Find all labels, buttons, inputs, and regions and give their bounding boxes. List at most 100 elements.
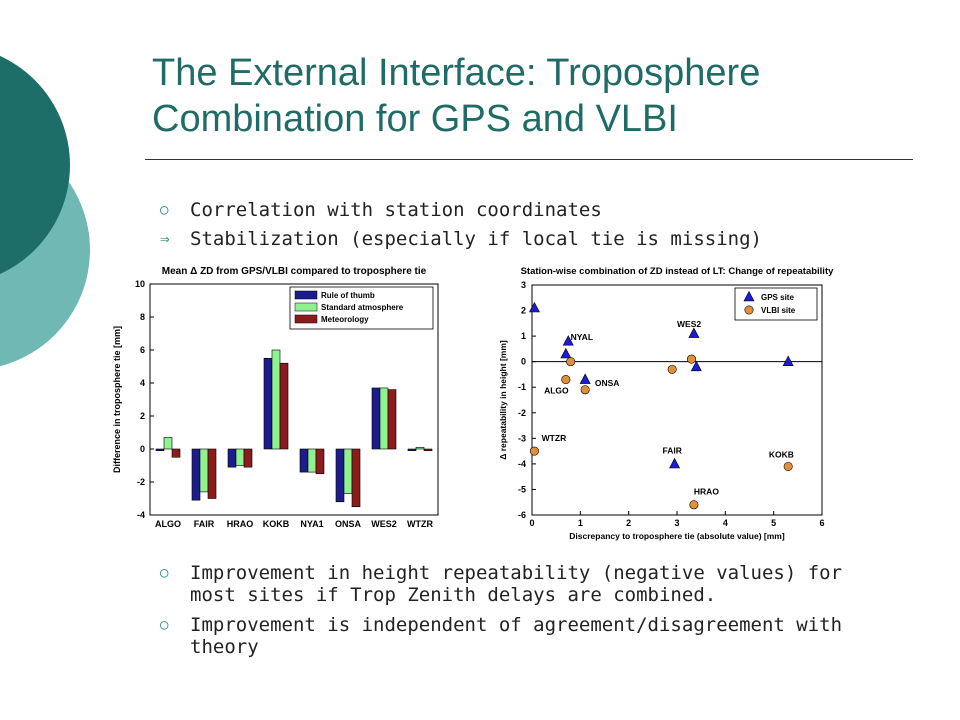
bar-category-label: WES2 — [371, 519, 397, 529]
bar — [235, 448, 245, 466]
bar-category-label: FAIR — [194, 519, 215, 529]
bullet-text: Correlation with station coordinates — [190, 199, 602, 221]
slide-title: The External Interface: Troposphere Comb… — [152, 52, 761, 140]
bar-y-tick-label: 6 — [140, 345, 145, 355]
scatter-y-tick-label: -4 — [518, 459, 526, 469]
gps-site-point — [579, 373, 591, 384]
bar — [279, 362, 289, 450]
scatter-y-tick-label: -1 — [518, 382, 526, 392]
bar-legend-swatch — [294, 302, 318, 312]
vlbi-site-point — [687, 354, 697, 364]
bar-y-tick-label: 4 — [140, 378, 145, 388]
bullet-improvement-height: ○ Improvement in height repeatability (n… — [160, 562, 860, 606]
bar-legend-label: Standard atmosphere — [321, 303, 404, 312]
bar — [271, 349, 281, 450]
bar — [191, 448, 201, 501]
bar-y-tick-label: 10 — [135, 279, 145, 289]
bar — [207, 448, 217, 499]
bar-y-tick-label: -4 — [137, 510, 145, 520]
scatter-y-axis-label: Δ repeatability in height [mm] — [498, 340, 508, 460]
hollow-bullet-icon: ○ — [160, 565, 169, 581]
legend-triangle-marker — [743, 290, 755, 302]
scatter-y-tick-label: 0 — [521, 357, 526, 367]
scatter-x-tick-label: 0 — [529, 518, 534, 528]
bar — [243, 448, 253, 468]
bar — [371, 387, 381, 450]
station-label: ONSA — [595, 378, 620, 388]
title-divider — [145, 159, 913, 160]
bar-legend-label: Meteorology — [321, 315, 369, 324]
bar-legend-swatch — [294, 290, 318, 300]
bar-legend-swatch — [294, 314, 318, 324]
vlbi-site-point — [783, 461, 793, 471]
bar-chart-title: Mean Δ ZD from GPS/VLBI compared to trop… — [162, 266, 427, 277]
bar — [379, 387, 389, 450]
hollow-bullet-icon: ○ — [160, 202, 169, 218]
gps-site-point — [688, 327, 700, 338]
station-label: NYAL — [571, 332, 593, 342]
bar — [387, 389, 397, 450]
bar — [315, 448, 325, 475]
vlbi-site-point — [689, 500, 699, 510]
vlbi-site-point — [566, 357, 576, 367]
bar-y-tick-label: 8 — [140, 312, 145, 322]
bar — [227, 448, 237, 468]
scatter-legend-label: VLBI site — [761, 306, 796, 315]
bar — [307, 448, 317, 473]
gps-site-point — [562, 335, 574, 346]
scatter-x-axis-label: Discrepancy to troposphere tie (absolute… — [569, 531, 785, 541]
bar-category-label: HRAO — [227, 519, 254, 529]
bar-chart: Mean Δ ZD from GPS/VLBI compared to trop… — [112, 266, 439, 529]
bar — [351, 448, 361, 508]
bar-y-tick-label: 0 — [140, 444, 145, 454]
scatter-chart: Station-wise combination of ZD instead o… — [498, 266, 835, 541]
station-label: WES2 — [677, 319, 701, 329]
bar — [171, 448, 181, 458]
bar — [163, 437, 173, 450]
bar — [155, 448, 165, 451]
bar-y-axis-label: Difference in troposphere tie [mm] — [112, 326, 122, 473]
bar-y-tick-label: 2 — [140, 411, 145, 421]
bullet-text: Improvement is independent of agreement/… — [190, 614, 843, 658]
bar — [199, 448, 209, 493]
bullet-improvement-independent: ○ Improvement is independent of agreemen… — [160, 614, 860, 658]
scatter-x-tick-label: 5 — [771, 518, 776, 528]
gps-site-point — [528, 301, 540, 313]
bar-category-label: WTZR — [407, 519, 433, 529]
bar-legend-label: Rule of thumb — [321, 291, 375, 300]
scatter-x-tick-label: 4 — [723, 518, 728, 528]
legend-circle-marker — [744, 305, 754, 315]
scatter-x-tick-label: 3 — [674, 518, 679, 528]
scatter-chart-title: Station-wise combination of ZD instead o… — [521, 266, 835, 277]
scatter-y-tick-label: -5 — [518, 484, 526, 494]
bullet-stabilization: ⇒ Stabilization (especially if local tie… — [160, 228, 860, 250]
scatter-y-tick-label: -6 — [518, 510, 526, 520]
bullet-correlation: ○ Correlation with station coordinates — [160, 199, 860, 221]
station-label: HRAO — [694, 487, 719, 497]
station-label: KOKB — [769, 450, 794, 460]
scatter-y-tick-label: 1 — [521, 331, 526, 341]
bar — [299, 448, 309, 473]
bar-category-label: ALGO — [155, 519, 181, 529]
gps-site-point — [782, 355, 794, 366]
decorative-circles — [0, 55, 90, 367]
bullet-text: Stabilization (especially if local tie i… — [190, 228, 762, 250]
vlbi-site-point — [580, 385, 590, 395]
station-label: FAIR — [663, 446, 682, 456]
scatter-y-tick-label: 3 — [521, 280, 526, 290]
bar-category-label: ONSA — [335, 519, 362, 529]
vlbi-site-point — [529, 446, 539, 456]
scatter-y-tick-label: 2 — [521, 306, 526, 316]
double-arrow-icon: ⇒ — [160, 229, 170, 248]
bar — [263, 357, 273, 450]
vlbi-site-point — [561, 375, 571, 385]
scatter-x-tick-label: 6 — [819, 518, 824, 528]
scatter-x-tick-label: 1 — [578, 518, 583, 528]
bar — [335, 448, 345, 503]
station-label: ALGO — [544, 386, 569, 396]
scatter-x-tick-label: 2 — [626, 518, 631, 528]
scatter-y-tick-label: -2 — [518, 408, 526, 418]
bullet-text: Improvement in height repeatability (neg… — [190, 562, 843, 606]
bar — [415, 447, 425, 450]
scatter-plot-area — [531, 284, 823, 516]
